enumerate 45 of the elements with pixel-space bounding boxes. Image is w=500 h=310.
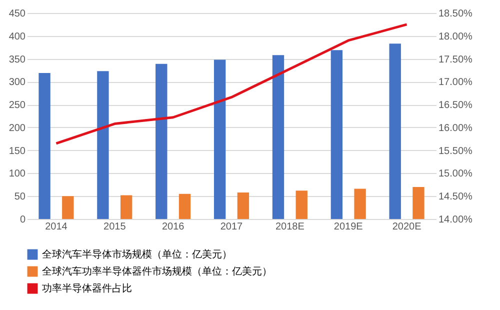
bar [62, 196, 74, 219]
y2-tick-label: 17.50% [438, 54, 473, 66]
y2-tick-label: 15.50% [438, 146, 473, 157]
y2-tick-label: 18.50% [438, 8, 473, 20]
x-tick-label: 2015 [104, 222, 126, 232]
bar [330, 50, 343, 219]
y-tick-label: 450 [8, 8, 26, 20]
bar [354, 188, 366, 219]
y-tick-label: 250 [8, 100, 26, 112]
y2-tick-label: 17.00% [438, 77, 473, 88]
line-series [54, 23, 408, 145]
y-tick-label: 200 [8, 122, 26, 134]
y2-tick-label: 14.50% [438, 192, 473, 203]
y2-tick-label: 16.00% [438, 122, 473, 134]
y-tick-label: 150 [8, 146, 26, 157]
legend-label: 功率半导体器件占比 [42, 282, 132, 294]
x-tick-label: 2018E [275, 222, 305, 232]
y-tick-label: 350 [8, 54, 26, 66]
bar [389, 44, 401, 219]
bar [272, 55, 284, 219]
bar [214, 60, 226, 219]
legend-label: 全球汽车功率半导体器件市场规模（单位：亿美元） [42, 266, 272, 278]
bar [296, 190, 308, 219]
y2-tick-label: 15.00% [438, 168, 473, 180]
bar [38, 72, 50, 219]
legend-label: 全球汽车半导体市场规模（单位：亿美元） [42, 248, 232, 260]
x-tick-label: 2019E [334, 222, 364, 232]
bar [237, 192, 250, 219]
x-tick-label: 2017 [220, 222, 244, 232]
y2-tick-label: 16.50% [438, 100, 473, 112]
x-tick-label: 2014 [45, 222, 68, 232]
bar [156, 64, 168, 219]
bar [97, 71, 109, 219]
bar [412, 186, 424, 219]
y-tick-label: 300 [8, 77, 26, 88]
y-tick-label: 0 [20, 214, 26, 226]
y-tick-label: 50 [14, 192, 26, 203]
x-tick-label: 2016 [162, 222, 185, 232]
y-tick-label: 100 [8, 168, 26, 180]
bar [120, 195, 132, 219]
y-tick-label: 400 [8, 31, 26, 42]
y2-tick-label: 18.00% [438, 31, 473, 42]
bar [178, 194, 191, 219]
x-tick-label: 2020E [392, 222, 422, 232]
y2-tick-label: 14.00% [438, 214, 473, 226]
